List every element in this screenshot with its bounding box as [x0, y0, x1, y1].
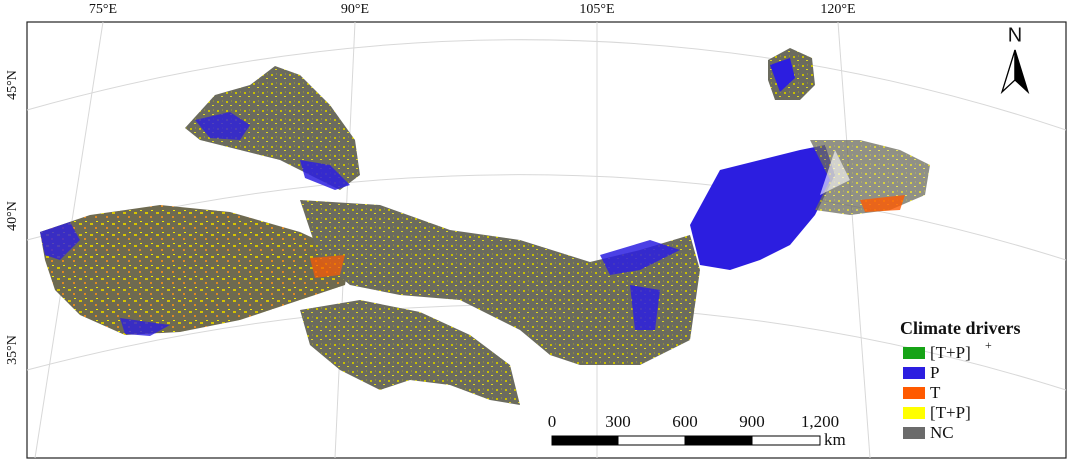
longitude-label: 75°E	[89, 2, 117, 17]
legend-title: Climate drivers	[900, 318, 1020, 338]
legend-label: NC	[930, 423, 954, 442]
legend-swatch	[903, 367, 925, 379]
driver-regions	[40, 48, 930, 405]
latitude-label: 45°N	[5, 70, 20, 100]
legend-superscript: +	[985, 338, 992, 352]
legend-label: [T+P]	[930, 403, 971, 422]
coordinate-labels: 75°E 90°E 105°E 120°E 45°N 40°N 35°N	[5, 2, 855, 365]
north-label: N	[1008, 24, 1022, 46]
legend-swatch	[903, 407, 925, 419]
scale-label: 1,200	[801, 412, 839, 431]
legend-swatch	[903, 427, 925, 439]
north-arrow: N	[1000, 24, 1030, 95]
legend-label: P	[930, 363, 939, 382]
scale-label: 600	[672, 412, 698, 431]
latitude-label: 40°N	[5, 201, 20, 231]
legend-swatch	[903, 387, 925, 399]
scale-label: 300	[605, 412, 631, 431]
scale-unit: km	[824, 430, 846, 449]
graticule	[26, 21, 1067, 459]
longitude-label: 120°E	[820, 2, 855, 17]
legend: Climate drivers [T+P] +PT[T+P]NC	[900, 318, 1020, 442]
longitude-label: 90°E	[341, 2, 369, 17]
scale-label: 900	[739, 412, 765, 431]
latitude-label: 35°N	[5, 335, 20, 365]
longitude-label: 105°E	[579, 2, 614, 17]
legend-label: T	[930, 383, 941, 402]
legend-label: [T+P]	[930, 343, 971, 362]
legend-swatch	[903, 347, 925, 359]
scale-label: 0	[548, 412, 557, 431]
